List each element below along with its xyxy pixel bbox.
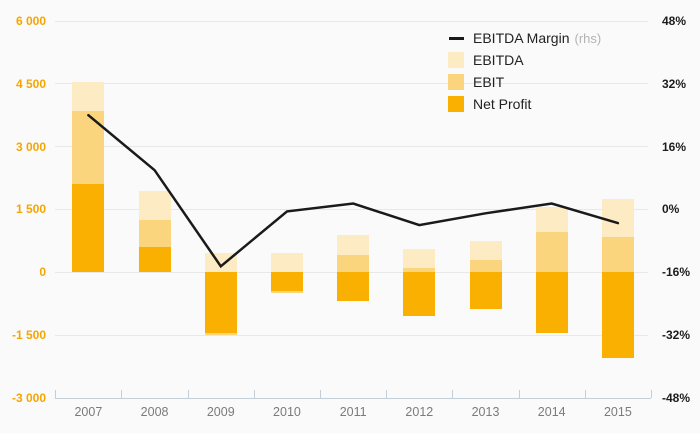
x-axis-tick (386, 390, 388, 398)
x-axis-tick (651, 390, 652, 398)
legend-item-ebitda-margin: EBITDA Margin (rhs) (448, 27, 601, 49)
bar-segment-net-profit-2015 (601, 272, 634, 358)
x-axis-tick (320, 390, 322, 398)
bar-segment-net-profit-2014 (535, 272, 568, 333)
y-axis-right-tick-label: 0% (662, 202, 680, 217)
y-axis-right-tick-label: 32% (662, 76, 687, 91)
bar-segment-net-profit-2007 (72, 184, 105, 273)
legend-swatch-ebitda-icon (448, 52, 464, 68)
x-axis-label-2010: 2010 (273, 405, 301, 419)
y-axis-left-tick-label: 0 (39, 265, 46, 280)
legend-label: EBIT (473, 74, 505, 90)
x-axis-tick (55, 390, 57, 398)
bar-segment-net-profit-2009 (204, 272, 237, 333)
legend-label: Net Profit (473, 96, 532, 112)
y-axis-right-tick-label: -32% (662, 328, 691, 342)
x-axis-label-2013: 2013 (471, 405, 500, 419)
x-axis-label-2009: 2009 (206, 405, 235, 419)
bar-segment-net-profit-2011 (337, 272, 370, 302)
bar-segment-ebit-2014 (535, 232, 568, 273)
x-axis-line (55, 397, 651, 399)
x-axis-label-2015: 2015 (603, 405, 632, 419)
y-axis-right-tick-label: -16% (662, 265, 691, 280)
x-axis-tick (584, 390, 586, 398)
x-axis-label-2011: 2011 (339, 405, 367, 419)
legend-item-ebit: EBIT (448, 71, 601, 93)
gridline (55, 20, 648, 22)
x-axis-label-2008: 2008 (140, 405, 169, 419)
y-axis-left-tick-label: 4 500 (15, 76, 46, 91)
y-axis-left-tick-label: 1 500 (15, 202, 46, 217)
x-axis-tick (452, 390, 454, 398)
bar-segment-ebit-2011 (337, 255, 370, 273)
bar-segment-ebitda-2009 (204, 253, 237, 273)
bar-segment-net-profit-2013 (469, 272, 502, 309)
x-axis-tick (518, 390, 520, 398)
legend-label: EBITDA Margin (473, 30, 570, 46)
y-axis-right-tick-label: 16% (662, 139, 687, 154)
bar-segment-ebit-2012 (403, 268, 436, 273)
legend: EBITDA Margin (rhs) EBITDA EBIT Net Prof… (448, 27, 601, 115)
legend-line-marker-icon (448, 30, 464, 46)
y-axis-right-tick-label: -48% (662, 390, 691, 405)
gridline (55, 334, 648, 336)
y-axis-right-tick-label: 48% (662, 14, 687, 28)
y-axis-left-tick-label: 6 000 (15, 14, 46, 28)
x-axis-label-2012: 2012 (405, 405, 434, 419)
x-axis-label-2007: 2007 (74, 405, 103, 419)
legend-item-net-profit: Net Profit (448, 93, 601, 115)
bar-segment-net-profit-2012 (403, 272, 436, 317)
y-axis-left-tick-label: 3 000 (15, 139, 46, 154)
legend-item-ebitda: EBITDA (448, 49, 601, 71)
x-axis-label-2014: 2014 (537, 405, 566, 419)
x-axis-tick (187, 390, 189, 398)
legend-swatch-net-profit-icon (448, 96, 464, 112)
legend-axis-hint: (rhs) (574, 30, 602, 46)
bar-segment-ebit-2015 (601, 236, 634, 273)
x-axis-tick (253, 390, 255, 398)
bar-segment-ebit-2013 (469, 259, 502, 273)
legend-label: EBITDA (473, 52, 524, 68)
gridline (55, 83, 648, 85)
y-axis-left-tick-label: -3 000 (11, 390, 46, 405)
x-axis-tick (121, 390, 123, 398)
y-axis-left-tick-label: -1 500 (11, 328, 46, 342)
bar-segment-ebitda-2010 (270, 253, 303, 273)
gridline (55, 146, 648, 148)
bar-segment-net-profit-2008 (138, 247, 171, 273)
bar-segment-net-profit-2010 (270, 272, 303, 292)
legend-swatch-ebit-icon (448, 74, 464, 90)
